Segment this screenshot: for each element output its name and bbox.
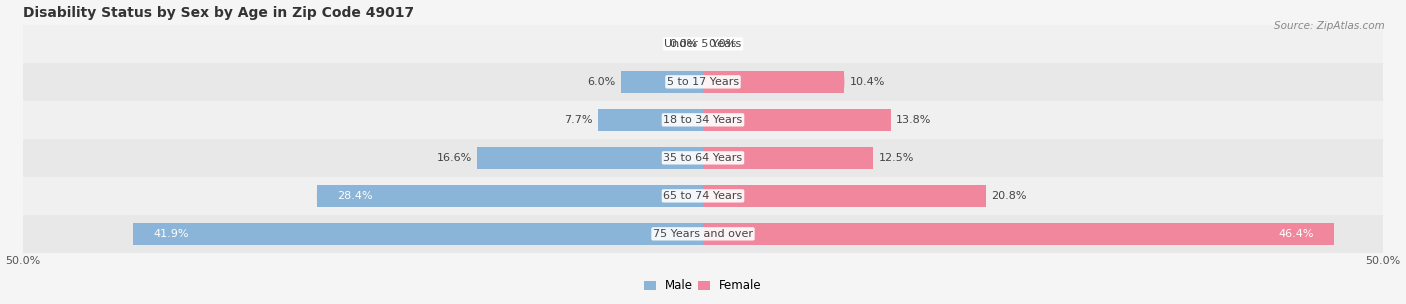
Text: Under 5 Years: Under 5 Years	[665, 39, 741, 49]
Bar	[22, 25, 1384, 63]
Ellipse shape	[981, 185, 986, 207]
Bar	[22, 139, 1384, 177]
Bar	[134, 223, 703, 245]
Bar	[22, 63, 1384, 101]
Ellipse shape	[1330, 223, 1334, 245]
Text: 0.0%: 0.0%	[669, 39, 697, 49]
Bar	[703, 223, 1334, 245]
Text: Source: ZipAtlas.com: Source: ZipAtlas.com	[1274, 21, 1385, 31]
Text: 6.0%: 6.0%	[588, 77, 616, 87]
Ellipse shape	[134, 223, 138, 245]
Text: 35 to 64 Years: 35 to 64 Years	[664, 153, 742, 163]
Text: 46.4%: 46.4%	[1278, 229, 1313, 239]
Bar	[621, 71, 703, 93]
Bar	[599, 109, 703, 131]
Text: 41.9%: 41.9%	[153, 229, 190, 239]
Bar	[477, 147, 703, 169]
Ellipse shape	[621, 71, 626, 93]
Bar	[703, 109, 890, 131]
Bar	[22, 215, 1384, 253]
Text: Disability Status by Sex by Age in Zip Code 49017: Disability Status by Sex by Age in Zip C…	[22, 5, 415, 19]
Legend: Male, Female: Male, Female	[640, 275, 766, 297]
Text: 75 Years and over: 75 Years and over	[652, 229, 754, 239]
Text: 13.8%: 13.8%	[896, 115, 931, 125]
Text: 65 to 74 Years: 65 to 74 Years	[664, 191, 742, 201]
Bar	[22, 177, 1384, 215]
Text: 20.8%: 20.8%	[991, 191, 1026, 201]
Bar	[22, 101, 1384, 139]
Text: 16.6%: 16.6%	[437, 153, 472, 163]
Bar	[703, 147, 873, 169]
Ellipse shape	[841, 71, 845, 93]
Ellipse shape	[869, 147, 873, 169]
Text: 12.5%: 12.5%	[879, 153, 914, 163]
Text: 18 to 34 Years: 18 to 34 Years	[664, 115, 742, 125]
Ellipse shape	[477, 147, 481, 169]
Text: 10.4%: 10.4%	[849, 77, 886, 87]
Text: 7.7%: 7.7%	[564, 115, 593, 125]
Ellipse shape	[887, 109, 890, 131]
Ellipse shape	[316, 185, 321, 207]
Bar	[703, 71, 845, 93]
Text: 0.0%: 0.0%	[709, 39, 737, 49]
Text: 5 to 17 Years: 5 to 17 Years	[666, 77, 740, 87]
Bar	[703, 185, 986, 207]
Bar	[316, 185, 703, 207]
Text: 28.4%: 28.4%	[337, 191, 373, 201]
Ellipse shape	[599, 109, 602, 131]
